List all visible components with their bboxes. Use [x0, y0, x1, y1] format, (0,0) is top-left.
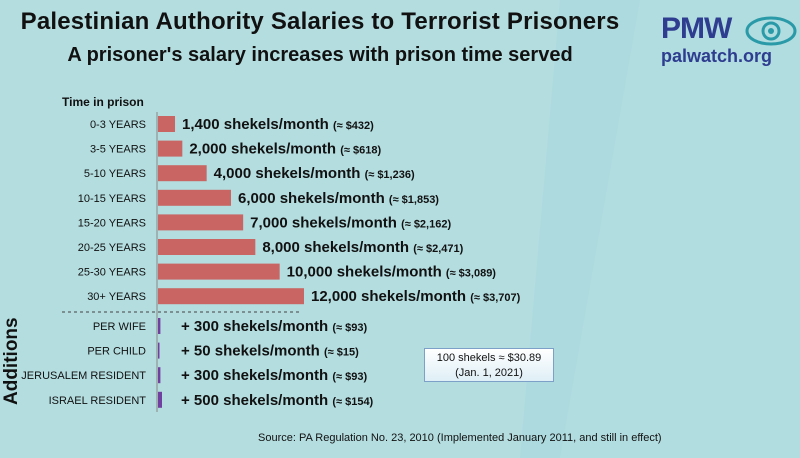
addition-shekels: + 500 shekels/month	[181, 392, 332, 409]
pmw-logo: PMW palwatch.org	[657, 12, 797, 70]
value-label: 8,000 shekels/month (≈ $2,471)	[262, 239, 463, 256]
value-shekels: 10,000 shekels/month	[287, 264, 446, 281]
value-usd: (≈ $3,707)	[470, 292, 520, 304]
addition-value-label: + 50 shekels/month (≈ $15)	[181, 343, 359, 360]
eye-icon	[745, 16, 797, 46]
value-usd: (≈ $1,853)	[389, 194, 439, 206]
value-label: 7,000 shekels/month (≈ $2,162)	[250, 214, 451, 231]
salary-bar	[158, 165, 207, 182]
addition-label: JERUSALEM RESIDENT	[21, 370, 146, 382]
note-date: (Jan. 1, 2021)	[455, 367, 523, 379]
exchange-rate-note: 100 shekels ≈ $30.89 (Jan. 1, 2021)	[424, 348, 554, 382]
addition-bar	[158, 367, 161, 384]
category-label: 30+ YEARS	[87, 291, 146, 303]
value-usd: (≈ $2,471)	[413, 243, 463, 255]
logo-site: palwatch.org	[661, 46, 773, 66]
category-label: 25-30 YEARS	[78, 267, 146, 279]
value-shekels: 8,000 shekels/month	[262, 239, 413, 256]
logo-text: PMW	[661, 12, 732, 45]
addition-bar	[158, 391, 162, 408]
category-label: 20-25 YEARS	[78, 242, 146, 254]
value-usd: (≈ $1,236)	[365, 169, 415, 181]
additions-label: Additions	[1, 317, 22, 405]
value-label: 1,400 shekels/month (≈ $432)	[182, 116, 374, 133]
value-shekels: 12,000 shekels/month	[311, 288, 470, 305]
salary-bar	[158, 116, 176, 132]
value-shekels: 1,400 shekels/month	[182, 116, 333, 133]
addition-shekels: + 300 shekels/month	[181, 318, 332, 335]
value-usd: (≈ $2,162)	[401, 218, 451, 230]
addition-usd: (≈ $154)	[332, 396, 373, 408]
chart-title: Palestinian Authority Salaries to Terror…	[20, 8, 620, 35]
category-label: 5-10 YEARS	[84, 168, 146, 180]
addition-label: ISRAEL RESIDENT	[49, 395, 147, 407]
value-label: 6,000 shekels/month (≈ $1,853)	[238, 190, 439, 207]
value-usd: (≈ $432)	[333, 120, 374, 132]
addition-bar	[158, 318, 161, 334]
axis-title: Time in prison	[62, 95, 144, 109]
addition-value-label: + 300 shekels/month (≈ $93)	[181, 318, 367, 335]
category-label: 0-3 YEARS	[90, 119, 146, 131]
addition-shekels: + 300 shekels/month	[181, 367, 332, 384]
category-label: 15-20 YEARS	[78, 217, 146, 229]
value-usd: (≈ $3,089)	[446, 268, 496, 280]
addition-label: PER CHILD	[87, 346, 146, 358]
salary-bar	[158, 263, 280, 280]
addition-value-label: + 300 shekels/month (≈ $93)	[181, 367, 367, 384]
addition-shekels: + 50 shekels/month	[181, 343, 324, 360]
category-label: 10-15 YEARS	[78, 193, 146, 205]
salary-bar	[158, 214, 244, 231]
value-label: 12,000 shekels/month (≈ $3,707)	[311, 288, 521, 305]
value-shekels: 2,000 shekels/month	[189, 141, 340, 158]
value-usd: (≈ $618)	[340, 145, 381, 157]
category-label: 3-5 YEARS	[90, 144, 146, 156]
source-note: Source: PA Regulation No. 23, 2010 (Impl…	[258, 432, 662, 444]
value-shekels: 4,000 shekels/month	[214, 165, 365, 182]
value-label: 10,000 shekels/month (≈ $3,089)	[287, 264, 497, 281]
addition-bar	[158, 342, 160, 359]
value-label: 2,000 shekels/month (≈ $618)	[189, 141, 381, 158]
salary-bar	[158, 189, 231, 206]
addition-usd: (≈ $15)	[324, 347, 359, 359]
addition-label: PER WIFE	[93, 321, 146, 333]
value-shekels: 6,000 shekels/month	[238, 190, 389, 207]
addition-usd: (≈ $93)	[332, 371, 367, 383]
salary-bar	[158, 239, 256, 255]
salary-bar	[158, 140, 183, 157]
note-rate: 100 shekels ≈ $30.89	[436, 352, 542, 364]
addition-value-label: + 500 shekels/month (≈ $154)	[181, 392, 374, 409]
chart-subtitle: A prisoner's salary increases with priso…	[67, 44, 573, 66]
value-label: 4,000 shekels/month (≈ $1,236)	[214, 165, 415, 182]
value-shekels: 7,000 shekels/month	[250, 214, 401, 231]
salary-bar	[158, 288, 304, 305]
addition-usd: (≈ $93)	[332, 322, 367, 334]
